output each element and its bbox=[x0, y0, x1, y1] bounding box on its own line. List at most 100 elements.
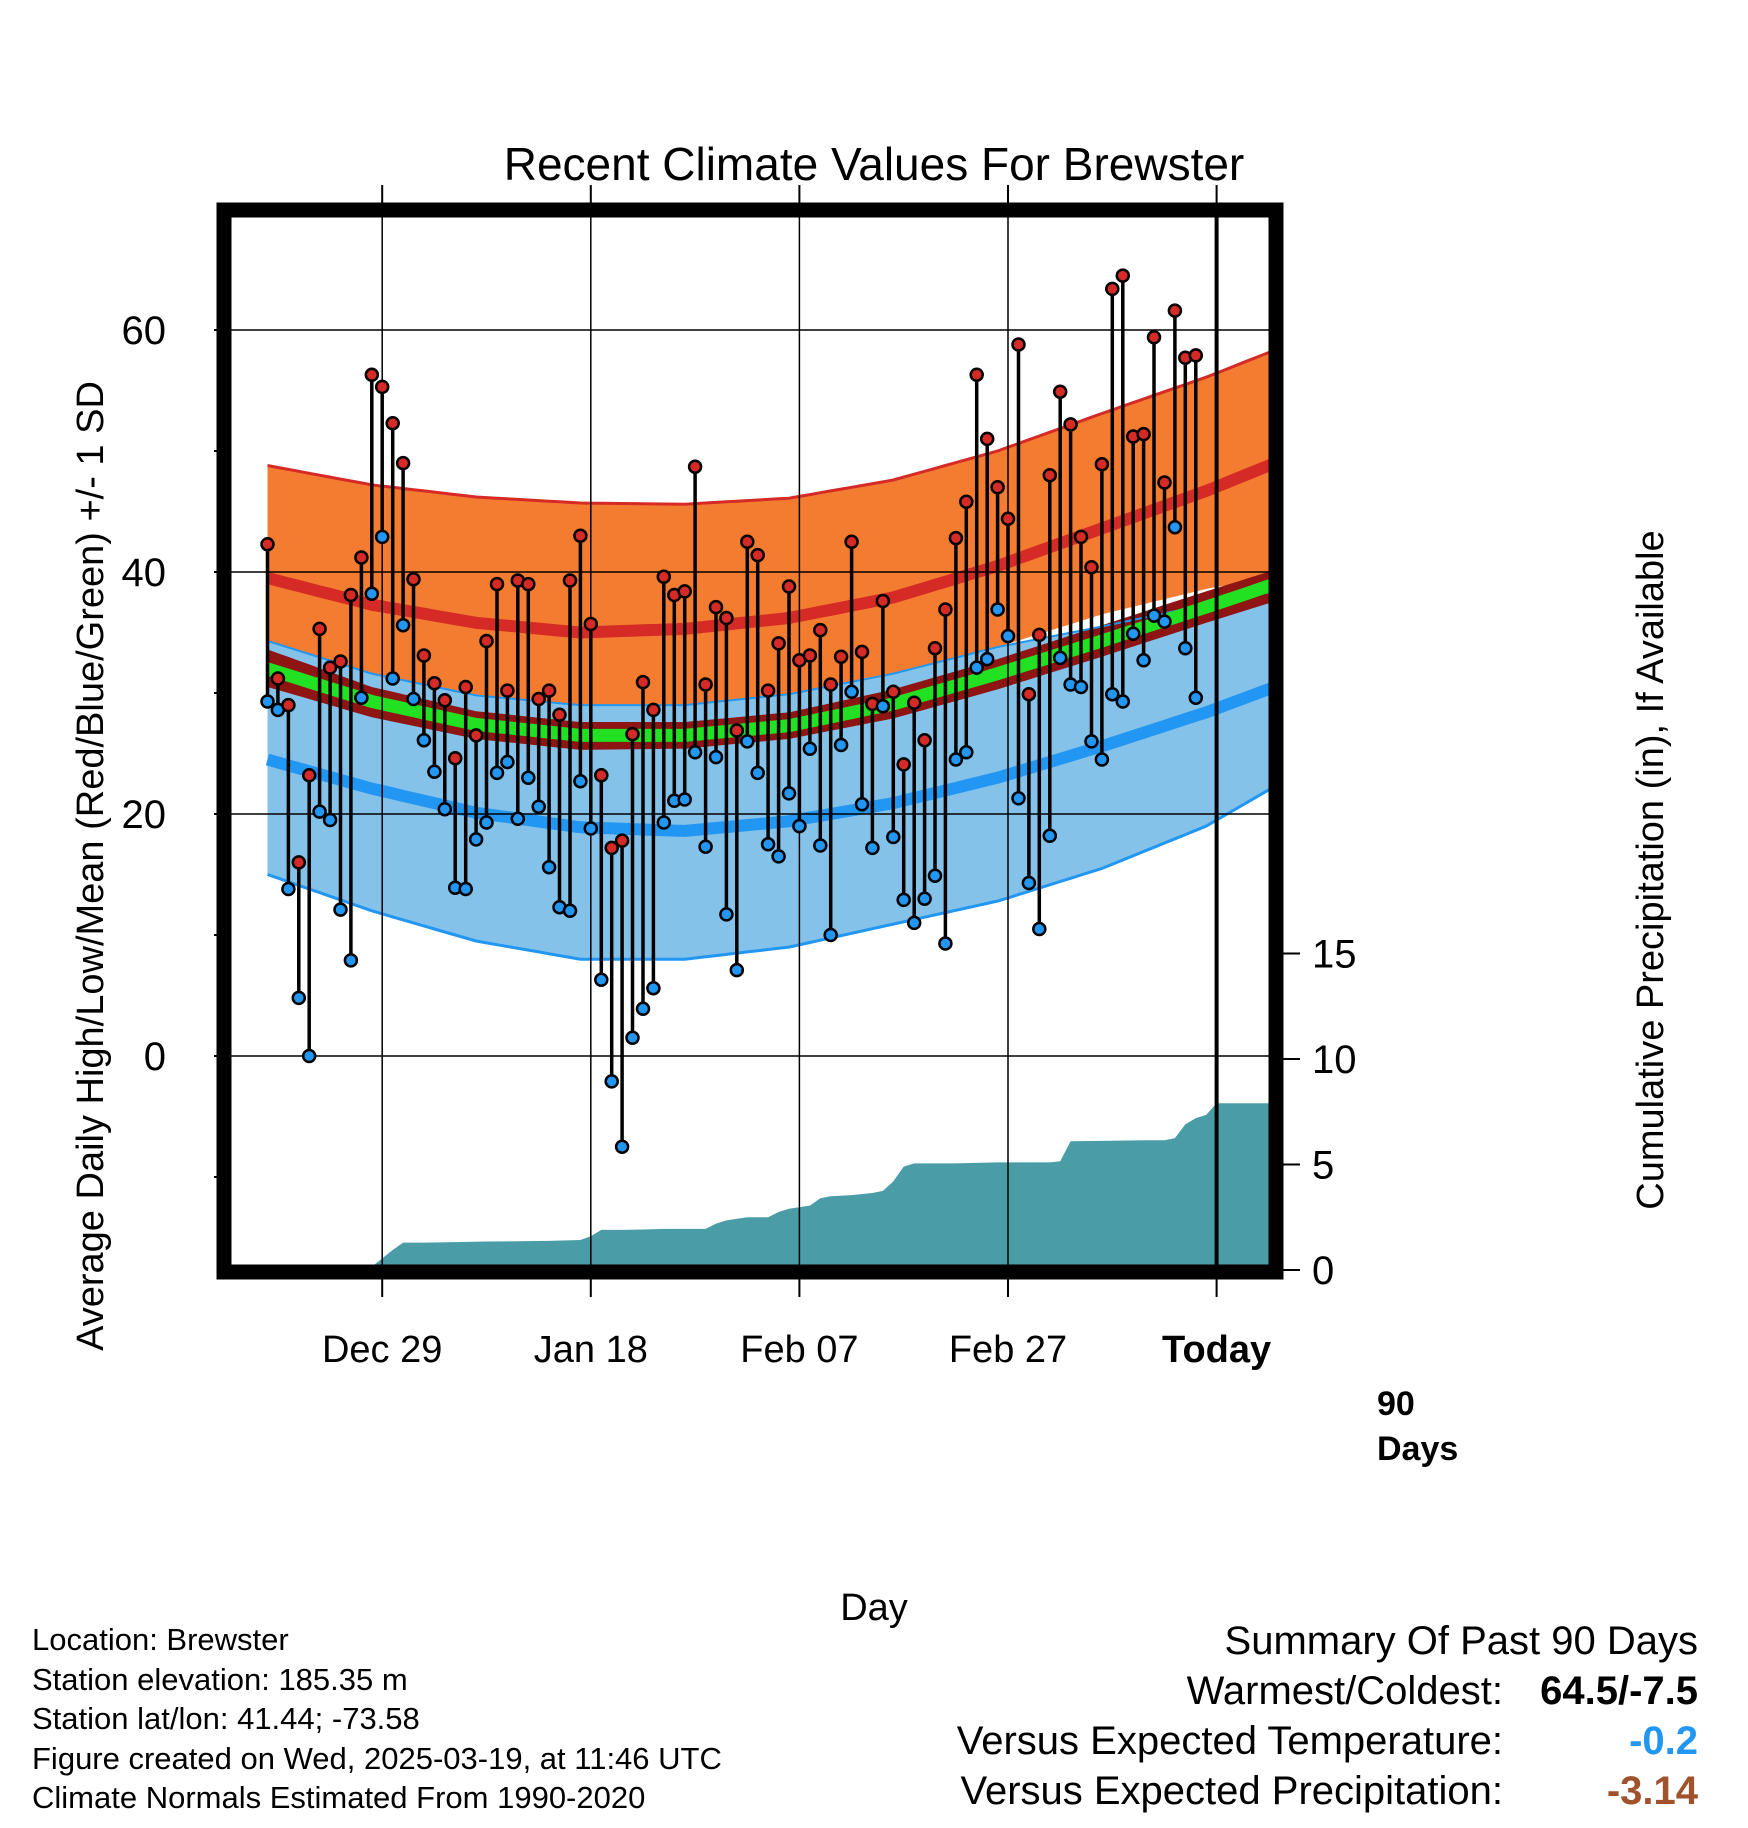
low-point bbox=[479, 815, 494, 830]
high-point bbox=[260, 536, 275, 552]
low-point bbox=[1125, 626, 1141, 641]
high-point bbox=[1063, 417, 1078, 432]
low-point bbox=[760, 837, 776, 852]
low-point bbox=[886, 829, 901, 845]
low-point bbox=[1167, 519, 1183, 535]
low-point bbox=[395, 617, 411, 633]
high-point bbox=[698, 677, 713, 692]
high-point bbox=[489, 576, 505, 592]
high-point bbox=[760, 683, 776, 698]
temp-label: Versus Expected Temperature: bbox=[956, 1719, 1503, 1763]
low-point bbox=[364, 586, 380, 602]
low-point bbox=[1105, 686, 1120, 702]
y-tick-label: 0 bbox=[144, 1035, 166, 1079]
low-point bbox=[354, 690, 369, 706]
high-point bbox=[447, 751, 463, 766]
low-point bbox=[990, 602, 1005, 617]
low-point bbox=[917, 891, 932, 906]
high-point bbox=[1094, 457, 1110, 472]
low-point bbox=[1042, 828, 1058, 844]
low-point bbox=[906, 915, 922, 931]
low-point bbox=[343, 953, 359, 968]
low-point bbox=[687, 745, 703, 760]
low-point bbox=[1000, 628, 1016, 644]
low-point bbox=[938, 936, 953, 951]
y2-tick-label: 15 bbox=[1312, 933, 1357, 977]
plot-frame bbox=[216, 202, 1284, 1280]
low-point bbox=[802, 741, 818, 756]
high-point bbox=[291, 855, 307, 870]
high-point bbox=[406, 572, 421, 587]
high-point bbox=[374, 379, 390, 395]
latlon-text: Station lat/lon: 41.44; -73.58 bbox=[32, 1701, 420, 1736]
low-point bbox=[677, 792, 692, 807]
low-point bbox=[708, 749, 724, 765]
high-point bbox=[708, 599, 724, 615]
low-point bbox=[969, 660, 984, 675]
low-point bbox=[719, 907, 734, 922]
summary-precip-row: Versus Expected Precipitation: -3.14 bbox=[957, 1766, 1698, 1816]
low-point bbox=[1115, 694, 1131, 709]
high-point bbox=[312, 621, 327, 637]
low-sd-band bbox=[267, 590, 1276, 960]
y-tick-label: 20 bbox=[122, 793, 167, 837]
high-point bbox=[854, 644, 870, 660]
today-label-line1: 90 bbox=[1377, 1385, 1415, 1423]
summary-title: Summary Of Past 90 Days bbox=[1224, 1619, 1698, 1663]
high-point bbox=[1021, 686, 1037, 702]
low-point bbox=[1188, 690, 1204, 706]
high-point bbox=[458, 679, 473, 695]
high-point bbox=[1146, 330, 1162, 345]
precip-value: -3.14 bbox=[1606, 1769, 1698, 1813]
low-point bbox=[896, 892, 911, 908]
high-point bbox=[938, 602, 953, 617]
low-point bbox=[489, 765, 505, 781]
low-point bbox=[583, 821, 599, 836]
low-point bbox=[500, 754, 515, 770]
high-point bbox=[354, 550, 369, 565]
low-point bbox=[468, 832, 484, 847]
high-point bbox=[500, 683, 515, 698]
high-point bbox=[1011, 337, 1026, 352]
low-point bbox=[844, 684, 859, 700]
high-point bbox=[875, 593, 891, 609]
high-point bbox=[1052, 384, 1068, 399]
low-point bbox=[604, 1074, 619, 1089]
high-point bbox=[750, 547, 765, 563]
high-point bbox=[364, 367, 380, 383]
high-point bbox=[948, 530, 964, 546]
low-point bbox=[959, 745, 974, 760]
low-point bbox=[301, 1048, 317, 1064]
normals-text: Climate Normals Estimated From 1990-2020 bbox=[32, 1780, 646, 1815]
low-point bbox=[781, 786, 797, 801]
high-point bbox=[1032, 627, 1047, 643]
low-point bbox=[1094, 752, 1110, 767]
summary-temp-row: Versus Expected Temperature: -0.2 bbox=[957, 1716, 1698, 1766]
x-tick-label: Today bbox=[1162, 1329, 1271, 1371]
low-point bbox=[1073, 679, 1089, 695]
high-point bbox=[687, 459, 703, 474]
high-point bbox=[281, 697, 296, 713]
low-point bbox=[291, 990, 307, 1006]
low-point bbox=[813, 838, 828, 853]
y-axis-label: Average Daily High/Low/Mean (Red/Blue/Gr… bbox=[70, 381, 112, 1351]
low-point bbox=[771, 849, 786, 864]
high-point bbox=[416, 648, 432, 663]
high-point bbox=[927, 640, 943, 656]
low-point bbox=[322, 812, 338, 828]
elevation-text: Station elevation: 185.35 m bbox=[32, 1661, 408, 1697]
low-point bbox=[792, 818, 807, 834]
high-point bbox=[896, 757, 911, 772]
temp-value: -0.2 bbox=[1629, 1719, 1698, 1763]
high-point bbox=[740, 534, 755, 550]
warmest-label: Warmest/Coldest: bbox=[1186, 1669, 1503, 1713]
summary-warmest-row: Warmest/Coldest: 64.5/-7.5 bbox=[957, 1666, 1698, 1716]
station-info: Location: Brewster Station elevation: 18… bbox=[32, 1620, 722, 1818]
low-point bbox=[1146, 608, 1162, 623]
low-point bbox=[823, 927, 838, 943]
low-point bbox=[1157, 614, 1172, 629]
low-point bbox=[833, 737, 849, 753]
high-point bbox=[959, 494, 974, 510]
high-point bbox=[833, 649, 849, 664]
